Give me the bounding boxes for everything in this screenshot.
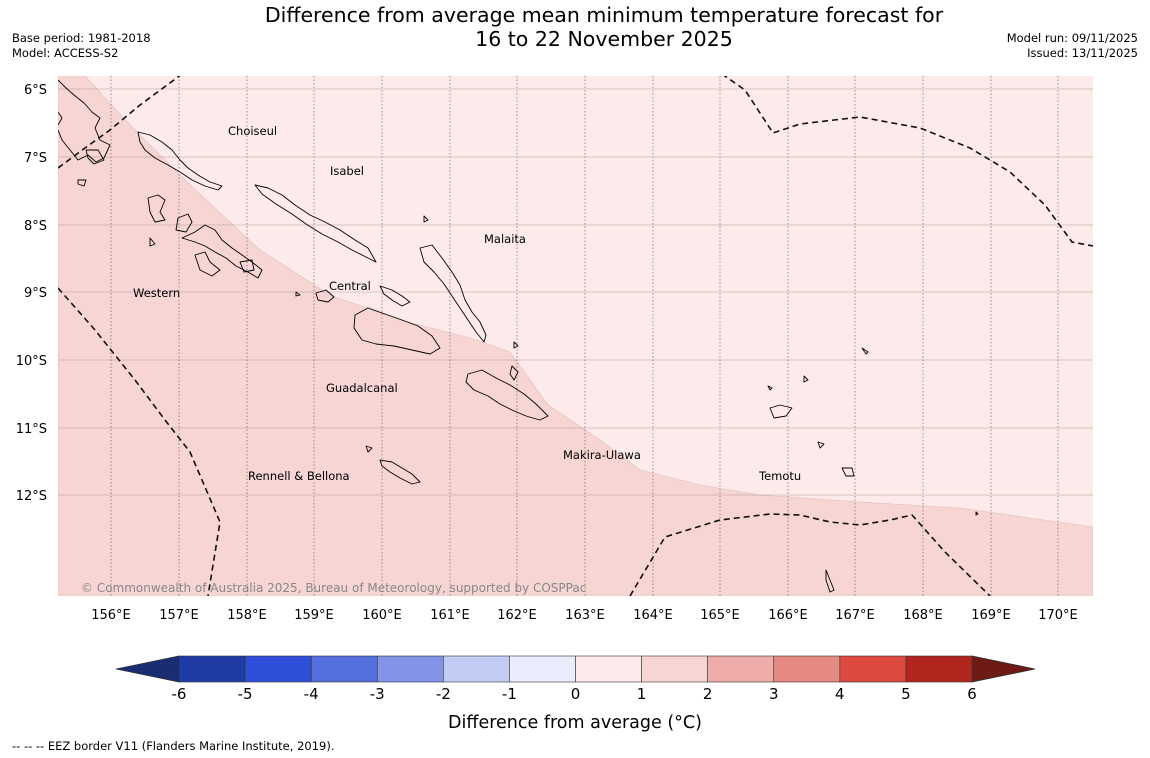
colorbar-tick-label: -4 [304, 685, 319, 703]
label-choiseul: Choiseul [228, 124, 277, 138]
latitude-grid [58, 88, 1093, 496]
issued-date: Issued: 13/11/2025 [1027, 46, 1138, 60]
label-isabel: Isabel [330, 164, 364, 178]
meta-left: Base period: 1981-2018 Model: ACCESS-S2 [12, 31, 151, 61]
lon-label: 168°E [903, 608, 943, 623]
colorbar-segment [839, 655, 907, 683]
lon-label: 159°E [294, 608, 334, 623]
label-makira-ulawa: Makira-Ulawa [563, 448, 641, 462]
lon-label: 163°E [565, 608, 605, 623]
map-area: Choiseul Isabel Malaita Western Central … [58, 76, 1093, 596]
colorbar-tick-label: 2 [703, 685, 713, 703]
colorbar-label: Difference from average (°C) [448, 713, 702, 733]
lon-label: 166°E [768, 608, 808, 623]
lon-label: 157°E [159, 608, 199, 623]
base-period: Base period: 1981-2018 [12, 31, 151, 45]
anomaly-fill-1-2 [58, 76, 1093, 596]
lon-label: 161°E [430, 608, 470, 623]
eez-borders [58, 76, 1093, 596]
label-central: Central [329, 279, 371, 293]
colorbar-tick-label: 6 [967, 685, 977, 703]
lon-label: 170°E [1038, 608, 1078, 623]
lon-label: 156°E [91, 608, 131, 623]
colorbar-segment [707, 655, 775, 683]
lon-label: 164°E [633, 608, 673, 623]
longitude-grid [110, 76, 1059, 596]
colorbar-segment [178, 655, 246, 683]
lon-label: 158°E [227, 608, 267, 623]
colorbar-tick-label: -6 [172, 685, 187, 703]
colorbar-over-arrow [971, 655, 1036, 683]
coastlines [58, 79, 979, 593]
lat-label: 10°S [16, 354, 47, 369]
longitude-labels: 156°E 157°E 158°E 159°E 160°E 161°E 162°… [91, 608, 1078, 623]
colorbar-segment [376, 655, 444, 683]
label-temotu: Temotu [758, 469, 801, 483]
label-guadalcanal: Guadalcanal [326, 381, 398, 395]
lon-label: 167°E [835, 608, 875, 623]
colorbar-tick-label: -1 [502, 685, 517, 703]
lat-label: 6°S [24, 83, 47, 98]
colorbar-segment [443, 655, 510, 683]
model-run: Model run: 09/11/2025 [1006, 31, 1138, 45]
title-line-1: Difference from average mean minimum tem… [264, 3, 944, 27]
map-title: Difference from average mean minimum tem… [0, 3, 1150, 51]
lat-label: 12°S [16, 489, 47, 504]
eez-footnote: -- -- -- EEZ border V11 (Flanders Marine… [12, 739, 335, 753]
label-western: Western [133, 286, 180, 300]
colorbar-segment [773, 655, 841, 683]
lon-label: 162°E [497, 608, 537, 623]
meta-right: Model run: 09/11/2025 Issued: 13/11/2025 [1007, 31, 1138, 61]
lat-label: 7°S [24, 151, 47, 166]
lat-label: 8°S [24, 219, 47, 234]
copyright-notice: © Commonwealth of Australia 2025, Bureau… [81, 581, 586, 595]
lon-label: 169°E [971, 608, 1011, 623]
latitude-labels: 6°S 7°S 8°S 9°S 10°S 11°S 12°S [16, 83, 47, 504]
colorbar-segment [509, 655, 576, 683]
colorbar-tick-label: 3 [769, 685, 779, 703]
colorbar-tick-label: -2 [436, 685, 451, 703]
label-rennell-bellona: Rennell & Bellona [248, 469, 350, 483]
lon-label: 160°E [362, 608, 402, 623]
colorbar-tick-label: 1 [637, 685, 647, 703]
colorbar: -6 -5 -4 -3 -2 -1 0 1 2 3 4 5 6 Difference from aver… [115, 655, 1036, 733]
model-name: Model: ACCESS-S2 [12, 46, 119, 60]
province-labels: Choiseul Isabel Malaita Western Central … [133, 124, 801, 483]
lat-label: 11°S [16, 422, 47, 437]
colorbar-segment [905, 655, 973, 683]
colorbar-segment [575, 655, 642, 683]
colorbar-tick-label: 0 [571, 685, 581, 703]
label-malaita: Malaita [484, 232, 526, 246]
colorbar-segment [244, 655, 312, 683]
colorbar-tick-label: 5 [901, 685, 911, 703]
colorbar-under-arrow [115, 655, 180, 683]
colorbar-segment [641, 655, 708, 683]
colorbar-segment [310, 655, 378, 683]
lat-label: 9°S [24, 286, 47, 301]
colorbar-tick-label: 4 [835, 685, 845, 703]
colorbar-tick-label: -3 [370, 685, 385, 703]
colorbar-tick-label: -5 [238, 685, 253, 703]
lon-label: 165°E [700, 608, 740, 623]
title-line-2: 16 to 22 November 2025 [475, 27, 733, 51]
